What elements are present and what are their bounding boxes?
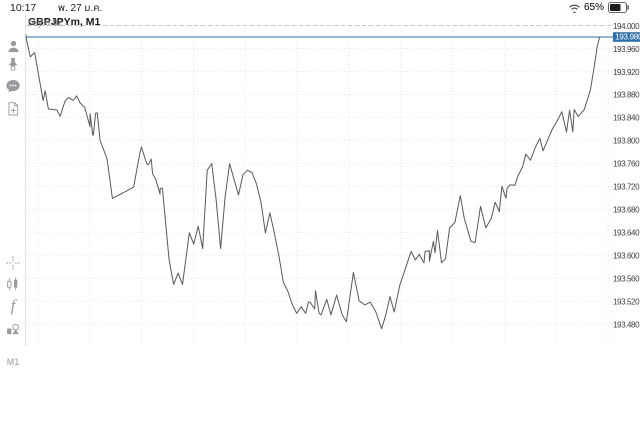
svg-text:193.800: 193.800 (613, 137, 640, 146)
svg-text:buy 0.02: buy 0.02 (28, 18, 63, 28)
svg-text:193.720: 193.720 (613, 183, 640, 192)
svg-text:193.880: 193.880 (613, 91, 640, 100)
svg-text:194.000: 194.000 (613, 22, 640, 31)
svg-text:193.680: 193.680 (613, 206, 640, 215)
svg-text:193.760: 193.760 (613, 160, 640, 169)
svg-text:193.600: 193.600 (613, 251, 640, 260)
svg-text:193.520: 193.520 (613, 297, 640, 306)
svg-text:193.960: 193.960 (613, 45, 640, 54)
svg-text:193.640: 193.640 (613, 229, 640, 238)
svg-text:193.920: 193.920 (613, 68, 640, 77)
svg-text:193.480: 193.480 (613, 320, 640, 329)
svg-text:193.980: 193.980 (615, 31, 640, 41)
svg-text:193.560: 193.560 (613, 274, 640, 283)
svg-text:193.840: 193.840 (613, 114, 640, 123)
